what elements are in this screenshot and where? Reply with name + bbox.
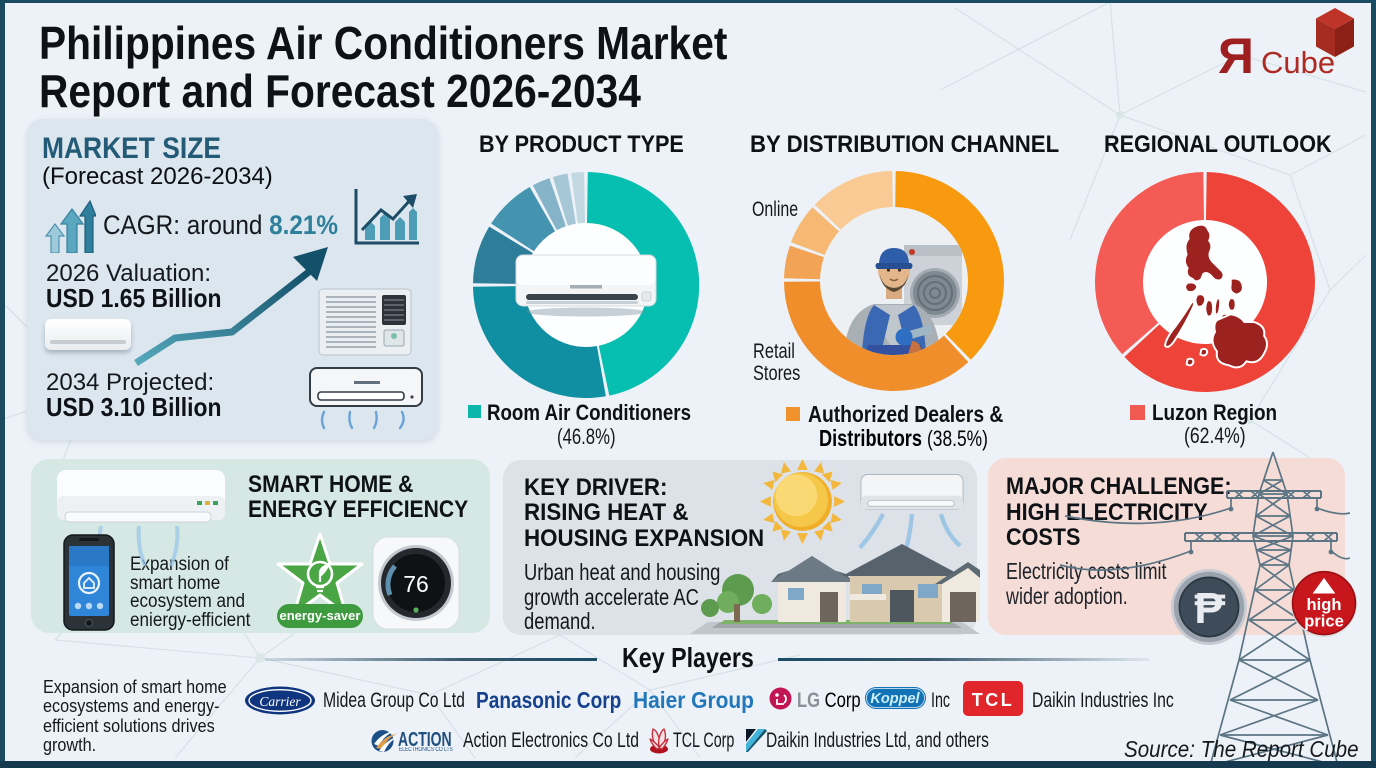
svg-text:Koppel: Koppel	[870, 691, 920, 707]
svg-text:energy-saver: energy-saver	[280, 608, 361, 623]
svg-text:P: P	[1194, 584, 1223, 633]
svg-text:price: price	[1304, 612, 1344, 631]
svg-text:TCL: TCL	[972, 690, 1015, 710]
svg-text:Carrier: Carrier	[259, 694, 301, 709]
svg-text:76: 76	[403, 571, 429, 597]
svg-text:high: high	[1307, 595, 1342, 614]
